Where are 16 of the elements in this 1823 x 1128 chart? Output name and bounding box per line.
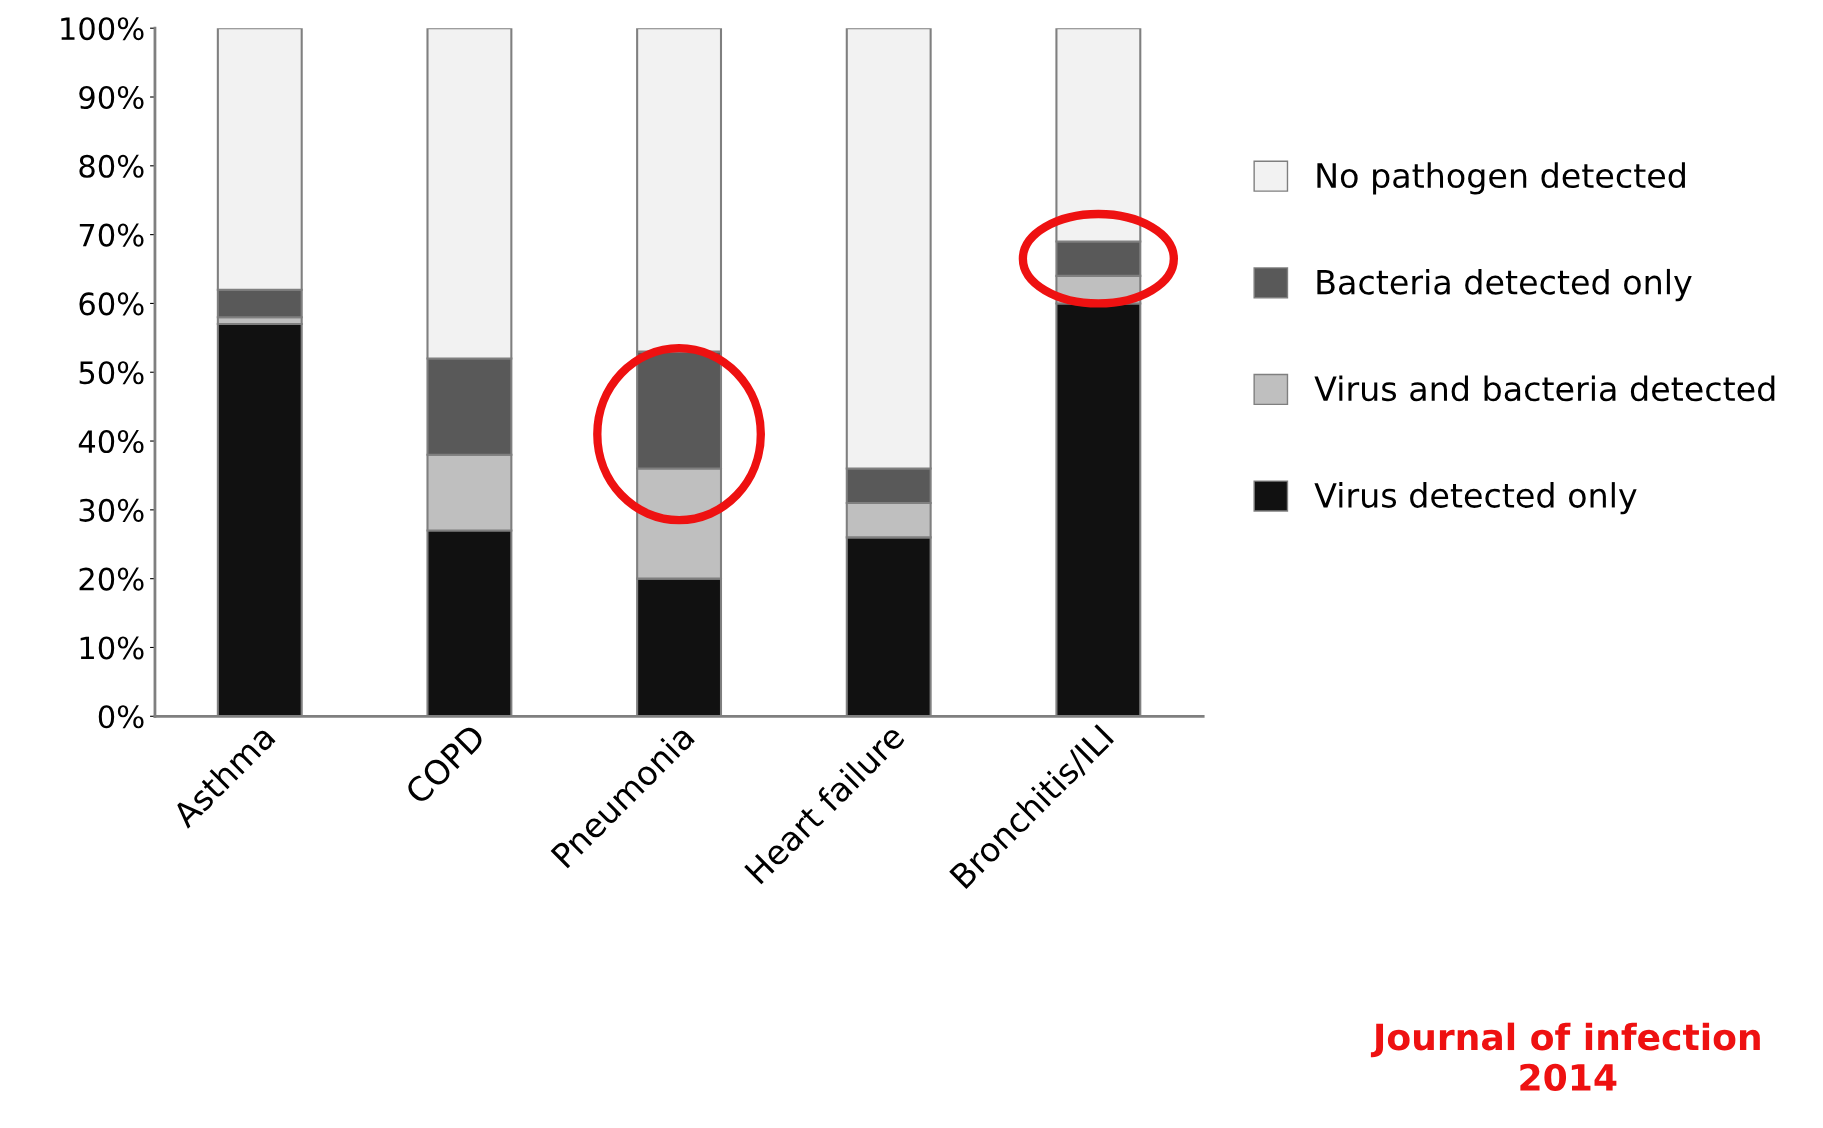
y-tick-label: 100% xyxy=(61,17,144,41)
y-tick-label: 0% xyxy=(98,705,144,729)
y-tick-label: 40% xyxy=(78,429,144,454)
y-tick-label: 90% xyxy=(79,85,144,110)
y-tick-label: 10% xyxy=(80,636,144,660)
legend-label: No pathogen detected xyxy=(1317,162,1685,195)
y-tick-label: 20% xyxy=(79,567,144,591)
legend-label: Virus detected only xyxy=(1314,482,1637,515)
y-tick-label: 60% xyxy=(79,292,144,316)
text: Journal of infection 2014 xyxy=(1370,1022,1760,1092)
legend-label: Virus and bacteria detected xyxy=(1314,375,1775,402)
y-tick-label: 50% xyxy=(79,361,144,385)
y-tick-label: 70% xyxy=(79,223,144,247)
y-tick-label: 80% xyxy=(79,154,144,178)
y-tick-label: 30% xyxy=(79,498,144,522)
legend-label: Bacteria detected only xyxy=(1317,268,1692,302)
